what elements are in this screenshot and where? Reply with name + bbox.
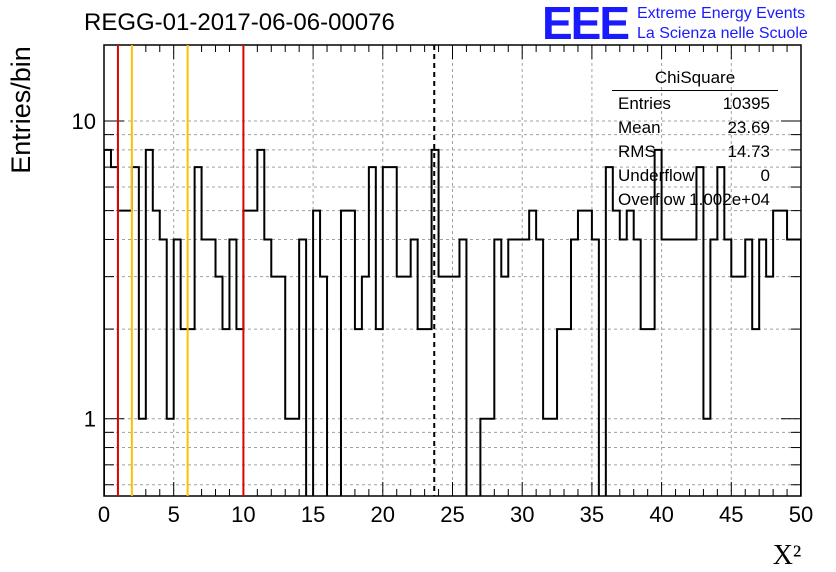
- stats-row-mean: Mean 23.69: [612, 118, 778, 142]
- x-tick-label: 20: [371, 502, 395, 527]
- eee-logo-line1: Extreme Energy Events: [637, 5, 806, 22]
- eee-logo-line2: La Scienza nelle Scuole: [637, 25, 808, 42]
- stats-box: ChiSquare Entries 10395 Mean 23.69 RMS 1…: [612, 68, 778, 214]
- stats-key: Underflow: [618, 166, 695, 185]
- y-tick-label: 1: [84, 407, 96, 432]
- stats-value: 1.002e+04: [689, 190, 770, 209]
- x-tick-label: 35: [580, 502, 604, 527]
- stats-value: 23.69: [727, 118, 770, 137]
- stats-key: Entries: [618, 94, 671, 113]
- x-tick-label: 10: [231, 502, 255, 527]
- stats-value: 10395: [722, 94, 770, 113]
- stats-row-rms: RMS 14.73: [612, 142, 778, 166]
- chart-title: REGG-01-2017-06-06-00076: [84, 9, 395, 36]
- histogram-series: [104, 148, 801, 496]
- stats-key: RMS: [618, 142, 656, 161]
- stats-title: ChiSquare: [612, 68, 778, 91]
- x-tick-label: 15: [301, 502, 325, 527]
- x-tick-label: 45: [719, 502, 743, 527]
- stats-row-overflow: Overflow 1.002e+04: [612, 190, 778, 214]
- x-tick-label: 5: [168, 502, 180, 527]
- stats-value: 0: [760, 166, 770, 185]
- y-tick-label: 10: [72, 109, 96, 134]
- eee-logo: EEE: [542, 0, 630, 49]
- stats-row-underflow: Underflow 0: [612, 166, 778, 190]
- stats-value: 14.73: [727, 142, 770, 161]
- x-axis-label: X²: [773, 540, 802, 571]
- y-axis-label: Entries/bin: [6, 46, 36, 174]
- x-tick-label: 30: [510, 502, 534, 527]
- x-tick-label: 25: [440, 502, 464, 527]
- stats-row-entries: Entries 10395: [612, 94, 778, 118]
- stats-key: Mean: [618, 118, 661, 137]
- x-tick-label: 50: [789, 502, 813, 527]
- x-tick-label: 40: [649, 502, 673, 527]
- stats-key: Overflow: [618, 190, 686, 209]
- x-tick-label: 0: [98, 502, 110, 527]
